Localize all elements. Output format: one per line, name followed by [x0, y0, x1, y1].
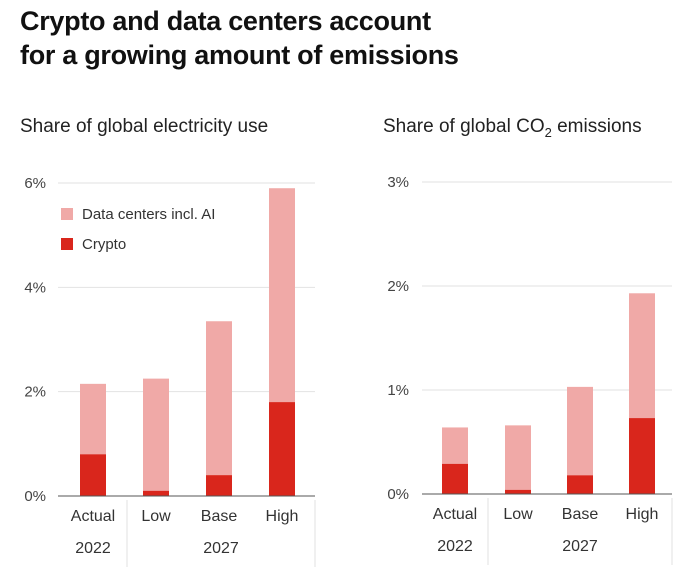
chart1-bar-crypto-base [206, 475, 232, 496]
chart1-category-label: Actual [71, 508, 115, 525]
chart1-ytick-label: 0% [24, 488, 46, 505]
chart2-year-label-2027: 2027 [562, 538, 598, 555]
chart1-legend-label: Data centers incl. AI [82, 206, 215, 223]
chart2-category-label: Actual [433, 506, 477, 523]
chart2-bar-data-centers-high [629, 293, 655, 419]
chart2-bar-data-centers-actual [442, 427, 468, 464]
chart2-ytick-label: 0% [387, 486, 409, 503]
chart1-legend-swatch [61, 238, 73, 250]
chart1-bar-crypto-low [143, 490, 169, 496]
chart1-bar-data-centers-actual [80, 383, 106, 455]
right-title-prefix: Share of global CO [383, 116, 545, 137]
chart1-category-label: High [266, 508, 299, 525]
chart2-category-label: High [626, 506, 659, 523]
headline-line-1: Crypto and data centers account [20, 6, 431, 36]
left-chart-title: Share of global electricity use [20, 116, 269, 137]
chart1-bar-data-centers-low [143, 378, 169, 491]
chart2-bar-data-centers-low [505, 425, 531, 490]
chart2-category-label: Low [503, 506, 533, 523]
chart1-legend-label: Crypto [82, 236, 126, 253]
chart1-category-label: Base [201, 508, 238, 525]
chart1-ytick-label: 6% [24, 175, 46, 192]
chart2-bar-data-centers-base [567, 386, 593, 476]
right-chart-title: Share of global CO2 emissions [383, 116, 642, 140]
chart2-bar-crypto-low [505, 489, 531, 494]
chart2-ytick-label: 1% [387, 382, 409, 399]
chart1-bar-crypto-high [269, 402, 295, 496]
right-title-subscript: 2 [544, 124, 552, 140]
chart2-ytick-label: 2% [387, 278, 409, 295]
headline-line-2: for a growing amount of emissions [20, 40, 459, 70]
chart1-legend-swatch [61, 208, 73, 220]
chart1-year-label-2027: 2027 [203, 540, 239, 557]
chart1-ytick-label: 4% [24, 279, 46, 296]
chart2-bar-crypto-high [629, 418, 655, 494]
chart2-year-label-2022: 2022 [437, 538, 473, 555]
chart1-bar-crypto-actual [80, 454, 106, 496]
chart1-year-label-2022: 2022 [75, 540, 111, 557]
chart2-category-label: Base [562, 506, 599, 523]
chart1-ytick-label: 2% [24, 384, 46, 401]
chart2-bar-crypto-actual [442, 463, 468, 494]
headline: Crypto and data centers account for a gr… [20, 4, 459, 72]
chart2-ytick-label: 3% [387, 174, 409, 191]
chart1-category-label: Low [141, 508, 171, 525]
chart1-bar-data-centers-high [269, 188, 295, 403]
right-title-suffix: emissions [551, 116, 642, 137]
chart1-bar-data-centers-base [206, 321, 232, 476]
chart2-bar-crypto-base [567, 475, 593, 494]
